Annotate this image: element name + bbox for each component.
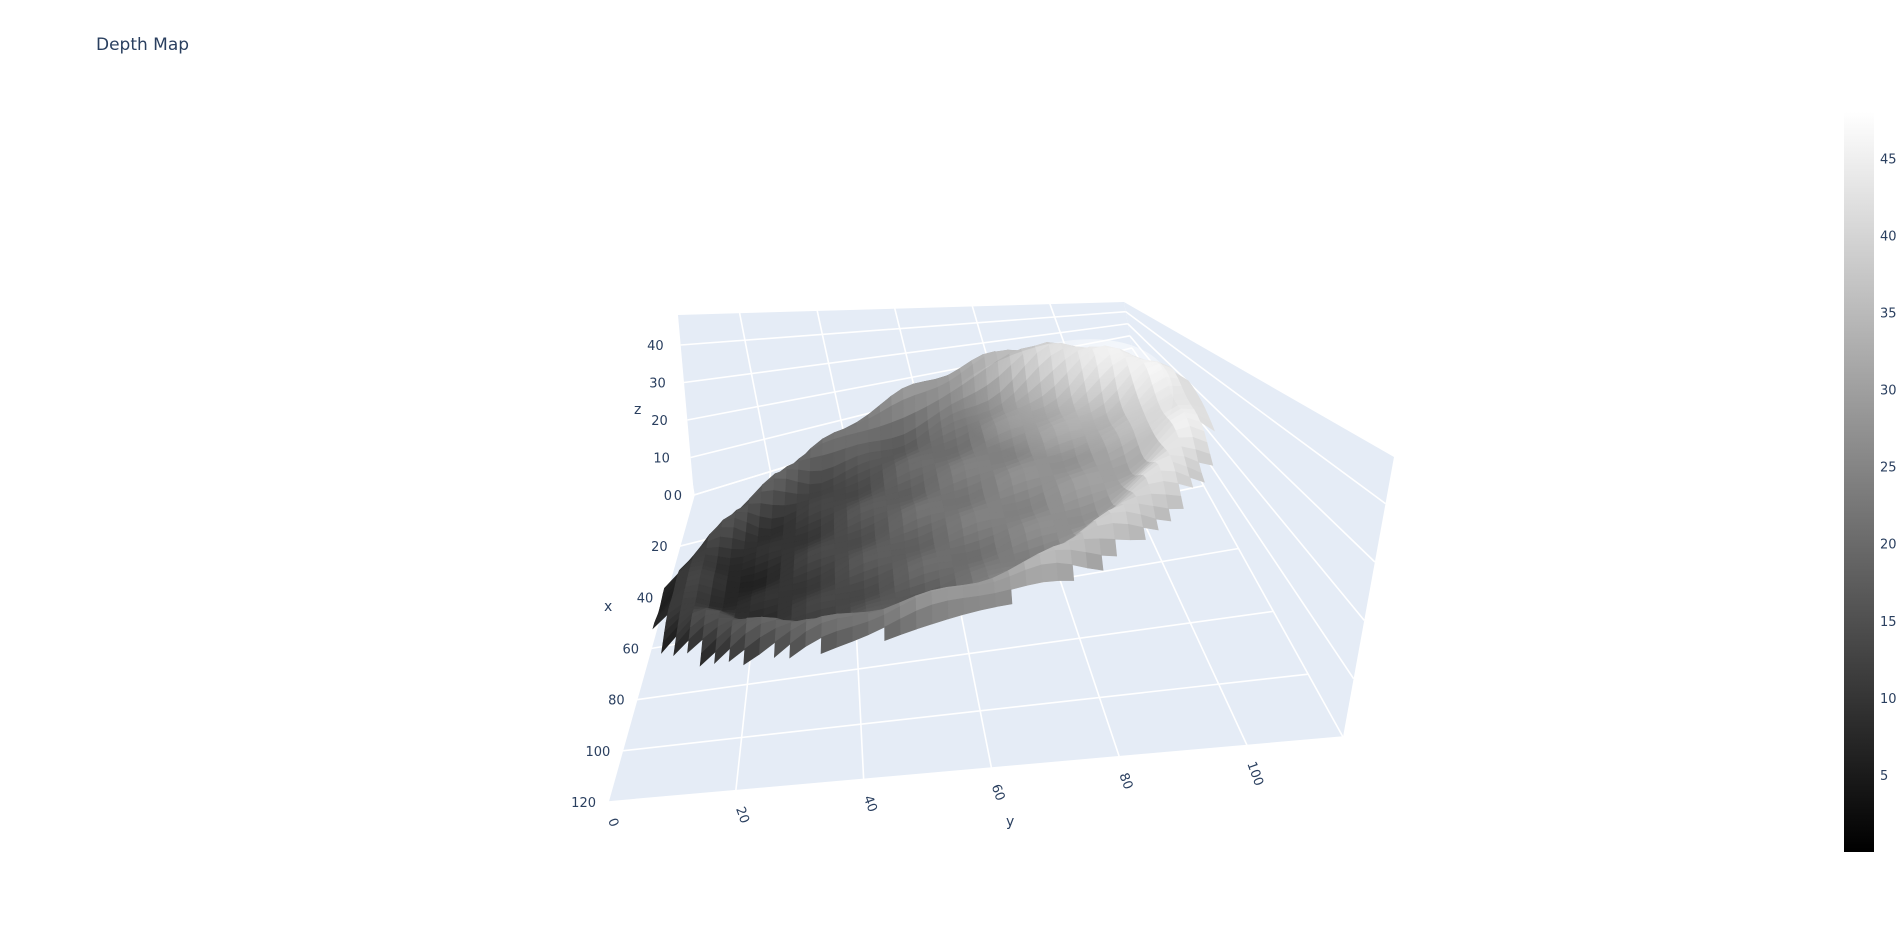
z-tick-label: 10 — [653, 452, 670, 467]
surface-patch — [797, 481, 811, 495]
back-wall-grid-line — [816, 310, 848, 449]
x-tick-label: 100 — [586, 745, 611, 760]
back-wall-grid-line — [738, 312, 772, 472]
surface-patch — [1110, 511, 1129, 525]
right-wall-grid-line — [1125, 311, 1386, 505]
y-tick-label: 60 — [988, 782, 1008, 803]
surface-highlight — [906, 339, 1174, 521]
surface-patch — [1097, 523, 1116, 540]
y-tick-label: 100 — [1243, 760, 1266, 788]
surface-patch — [1163, 481, 1182, 497]
colorbar-tick-label: 35 — [1880, 306, 1897, 321]
z-axis-ticks: 0 10 20 30 40 — [647, 339, 672, 504]
surface-patch — [1099, 538, 1118, 557]
colorbar-tick-label: 10 — [1880, 692, 1897, 707]
y-tick-label: 0 — [604, 816, 621, 829]
surface-patch — [1140, 514, 1159, 531]
surface-patch — [994, 589, 1013, 608]
surface-patch — [772, 490, 786, 507]
colorbar-tick-label: 30 — [1880, 384, 1897, 399]
x-tick-label: 120 — [571, 796, 596, 811]
z-tick-label: 40 — [647, 339, 664, 354]
y-tick-label: 40 — [860, 794, 880, 815]
surface-patch — [757, 527, 772, 537]
y-tick-label: 20 — [732, 805, 752, 826]
surface-patch — [1085, 552, 1104, 571]
surface-patch — [1055, 549, 1073, 566]
x-axis-ticks: 0 20 40 60 80 100 120 — [571, 489, 682, 811]
x-grid-line — [607, 736, 1344, 803]
z-grid-line — [680, 310, 1126, 346]
colorbar-tick-label: 5 — [1880, 769, 1888, 784]
surface-patch — [758, 516, 773, 530]
colorbar-gradient — [1844, 112, 1874, 852]
surface-patch — [1165, 494, 1184, 510]
surface-patch — [809, 470, 823, 485]
surface-patch — [1127, 524, 1146, 541]
y-axis-label: y — [1006, 814, 1014, 830]
surface-patch — [760, 490, 775, 506]
surface-patch — [1056, 562, 1075, 581]
x-grid-line — [636, 610, 1274, 701]
colorbar-tick-label: 40 — [1880, 229, 1897, 244]
back-wall-grid-line — [661, 314, 695, 496]
colorbar-ticks: 5 10 15 20 25 30 35 40 45 — [1880, 152, 1897, 784]
surface-patch — [1041, 562, 1059, 583]
x-tick-label: 0 — [674, 489, 682, 504]
chart-title: Depth Map — [96, 35, 189, 55]
colorbar: 5 10 15 20 25 30 35 40 45 — [1844, 112, 1897, 852]
surface-patch — [727, 570, 743, 578]
surface-patch — [880, 438, 894, 452]
z-tick-label: 0 — [664, 489, 672, 504]
surface-patch — [1186, 466, 1205, 483]
surface-patch — [1153, 506, 1172, 522]
colorbar-tick-label: 25 — [1880, 461, 1897, 476]
x-tick-label: 40 — [637, 591, 654, 606]
x-tick-label: 80 — [608, 694, 625, 709]
surface-patch — [868, 440, 882, 454]
z-tick-label: 20 — [651, 414, 668, 429]
colorbar-tick-label: 15 — [1880, 615, 1897, 630]
x-tick-label: 60 — [622, 643, 639, 658]
x-grid-line — [622, 673, 1309, 752]
z-axis-label: z — [634, 402, 641, 418]
3d-scene[interactable]: 0 20 40 60 80 100 120 0 20 40 60 80 100 0 10 20 30 40 x… — [571, 302, 1394, 830]
y-grid-line — [607, 494, 695, 803]
z-grid-line — [683, 322, 1128, 384]
x-tick-label: 20 — [651, 540, 668, 555]
surface-patch — [773, 478, 787, 493]
right-wall-grid-line — [1127, 323, 1376, 563]
surface-patch — [1175, 471, 1194, 488]
surface-patch — [1112, 523, 1131, 541]
colorbar-tick-label: 20 — [1880, 538, 1897, 553]
surface-patch — [759, 503, 774, 520]
surface-patch — [1197, 414, 1216, 432]
colorbar-tick-label: 45 — [1880, 152, 1897, 167]
y-tick-label: 80 — [1116, 771, 1136, 792]
x-axis-label: x — [604, 599, 612, 615]
surface-patch — [809, 455, 823, 472]
surface-patch — [1195, 449, 1214, 466]
z-tick-label: 30 — [649, 377, 666, 392]
